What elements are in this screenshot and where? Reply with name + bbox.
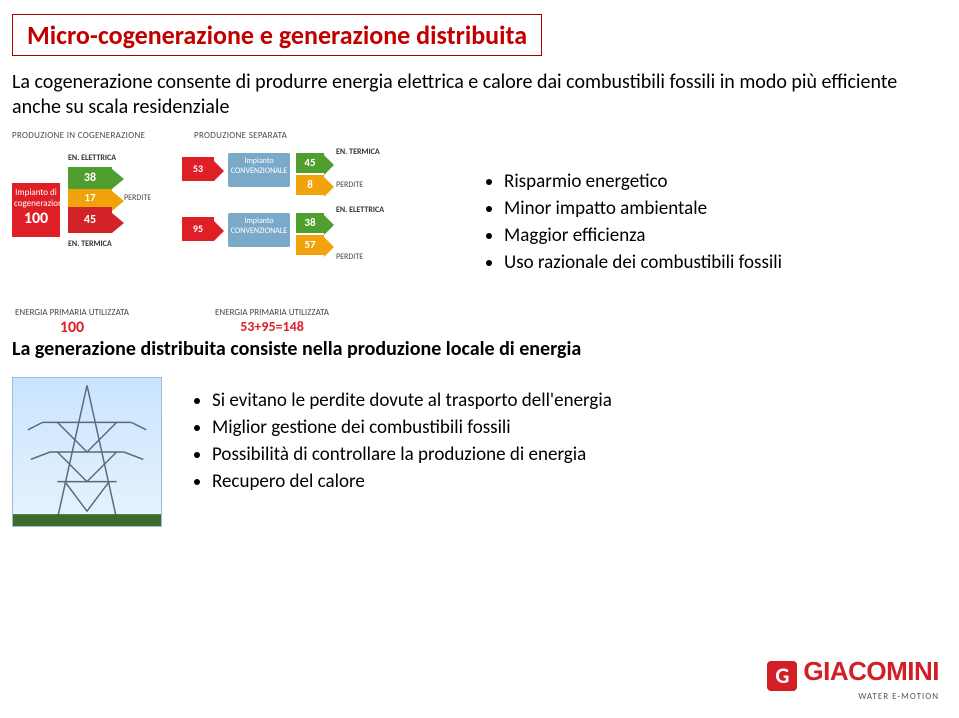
- sep-elec-out: 45: [296, 153, 324, 173]
- cogen-elec-label: EN. ELETTRICA: [68, 153, 116, 163]
- sep-term-out: 38: [296, 213, 324, 233]
- arrow-icon: [214, 161, 224, 181]
- footer-left-label: ENERGIA PRIMARIA UTILIZZATA: [12, 307, 132, 318]
- bullet-item: Maggior efficienza: [504, 224, 782, 247]
- cogen-perd-value: 17: [68, 189, 112, 207]
- sep-perdite-label-2: PERDITE: [336, 252, 363, 262]
- diagram-header-right: PRODUZIONE SEPARATA: [194, 130, 374, 141]
- page-title: Micro-cogenerazione e generazione distri…: [27, 19, 527, 51]
- logo-brand: GIACOMINI: [803, 656, 939, 686]
- diagram-body: Impianto di cogenerazione 100 38 17 45 E…: [12, 147, 452, 297]
- arrow-icon: [112, 191, 124, 211]
- footer-right-label: ENERGIA PRIMARIA UTILIZZATA: [197, 307, 347, 318]
- bullet-item: Miglior gestione dei combustibili fossil…: [212, 416, 612, 439]
- lower-row: Si evitano le perdite dovute al trasport…: [12, 377, 959, 527]
- bullets-bottom: Si evitano le perdite dovute al trasport…: [212, 389, 612, 497]
- sep-elec-out-label: EN. TERMICA: [336, 147, 380, 157]
- cogen-elec-value: 38: [68, 167, 112, 189]
- cogen-input-block: Impianto di cogenerazione 100: [12, 183, 60, 237]
- arrow-icon: [112, 213, 124, 233]
- arrow-icon: [324, 177, 334, 197]
- cogen-input-value: 100: [14, 209, 58, 228]
- logo-tagline: WATER E-MOTION: [767, 691, 939, 702]
- arrow-icon: [324, 155, 334, 175]
- cogen-term-label: EN. TERMICA: [68, 239, 112, 249]
- cogen-input-label: Impianto di cogenerazione: [14, 187, 58, 209]
- bullet-item: Recupero del calore: [212, 470, 612, 493]
- pylon-image: [12, 377, 162, 527]
- sep-elec-in: 53: [182, 157, 214, 181]
- footer-left-value: 100: [12, 318, 132, 337]
- subheading: La generazione distribuita consiste nell…: [12, 337, 959, 361]
- sep-term-out-label: EN. ELETTRICA: [336, 205, 384, 215]
- diagram-and-bullets-row: PRODUZIONE IN COGENERAZIONE PRODUZIONE S…: [12, 130, 959, 297]
- bullet-item: Si evitano le perdite dovute al trasport…: [212, 389, 612, 412]
- sep-term-perd: 57: [296, 235, 324, 255]
- sep-elec-perd: 8: [296, 175, 324, 195]
- cogen-output-stack: 38 17 45: [68, 167, 112, 233]
- cogeneration-diagram: PRODUZIONE IN COGENERAZIONE PRODUZIONE S…: [12, 130, 452, 297]
- bullets-top: Risparmio energetico Minor impatto ambie…: [504, 170, 782, 278]
- logo-glyph: G: [767, 661, 797, 691]
- intro-paragraph: La cogenerazione consente di produrre en…: [12, 70, 941, 120]
- brand-logo: GGIACOMINI WATER E-MOTION: [767, 656, 939, 702]
- bullet-item: Possibilità di controllare la produzione…: [212, 443, 612, 466]
- diagram-footer-right: ENERGIA PRIMARIA UTILIZZATA 53+95=148: [197, 307, 347, 335]
- arrow-icon: [324, 215, 334, 235]
- bullet-item: Minor impatto ambientale: [504, 197, 782, 220]
- arrow-icon: [112, 169, 124, 189]
- title-bar: Micro-cogenerazione e generazione distri…: [12, 14, 542, 56]
- cogen-perdite-label: PERDITE: [124, 193, 151, 203]
- pylon-icon: [13, 378, 161, 526]
- bullet-item: Risparmio energetico: [504, 170, 782, 193]
- sep-box-1: Impianto CONVENZIONALE: [228, 153, 290, 187]
- sep-box-2: Impianto CONVENZIONALE: [228, 213, 290, 247]
- sep-perdite-label-1: PERDITE: [336, 180, 363, 190]
- footer-right-value: 53+95=148: [197, 318, 347, 335]
- arrow-icon: [324, 237, 334, 257]
- diagram-headers: PRODUZIONE IN COGENERAZIONE PRODUZIONE S…: [12, 130, 452, 141]
- diagram-footer-left: ENERGIA PRIMARIA UTILIZZATA 100: [12, 307, 132, 337]
- arrow-icon: [214, 221, 224, 241]
- bullet-item: Uso razionale dei combustibili fossili: [504, 251, 782, 274]
- diagram-header-left: PRODUZIONE IN COGENERAZIONE: [12, 130, 162, 141]
- sep-term-in: 95: [182, 217, 214, 241]
- cogen-term-value: 45: [68, 207, 112, 233]
